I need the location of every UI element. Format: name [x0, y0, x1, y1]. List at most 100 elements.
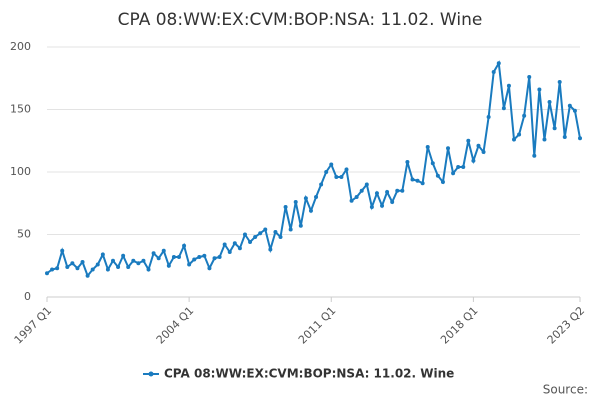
data-point — [349, 198, 354, 203]
data-point — [537, 87, 542, 92]
data-point — [176, 255, 181, 259]
x-tick-label: 2018 Q1 — [438, 304, 481, 347]
legend-label: CPA 08:WW:EX:CVM:BOP:NSA: 11.02. Wine — [164, 367, 454, 381]
data-point — [420, 181, 425, 186]
chart-title: CPA 08:WW:EX:CVM:BOP:NSA: 11.02. Wine — [118, 10, 483, 30]
data-point — [166, 263, 171, 268]
data-point — [80, 260, 85, 264]
data-point — [486, 115, 491, 119]
data-point — [446, 146, 451, 151]
data-point — [390, 200, 395, 204]
data-point — [110, 258, 115, 263]
data-point — [278, 235, 283, 239]
data-point — [476, 143, 481, 148]
data-point — [258, 231, 263, 236]
legend-marker — [148, 371, 154, 377]
data-point — [131, 258, 136, 263]
data-point — [182, 243, 187, 248]
data-point — [461, 165, 466, 169]
y-tick-label: 0 — [24, 290, 31, 303]
data-point — [253, 235, 258, 239]
data-point — [339, 175, 344, 179]
y-tick-label: 200 — [10, 40, 31, 53]
data-point — [329, 162, 334, 167]
data-point — [105, 267, 110, 272]
x-tick-label: 2011 Q1 — [296, 304, 339, 347]
data-point — [288, 227, 293, 232]
y-tick-label: 50 — [17, 228, 31, 241]
data-point — [141, 258, 146, 263]
data-point — [532, 153, 537, 158]
data-point — [197, 255, 202, 259]
data-point — [324, 170, 329, 174]
data-point — [562, 135, 567, 139]
data-point — [60, 248, 65, 253]
data-point — [334, 175, 339, 179]
data-point — [547, 100, 552, 104]
data-point — [512, 137, 517, 142]
data-point — [395, 188, 400, 193]
data-point — [435, 173, 440, 178]
data-point — [303, 196, 308, 201]
data-point — [298, 223, 303, 228]
source-label: Source: — [543, 383, 588, 397]
data-point — [248, 240, 253, 244]
data-point — [410, 177, 415, 182]
data-point — [156, 256, 161, 261]
data-point — [567, 103, 572, 108]
data-point — [146, 267, 151, 272]
data-point — [440, 180, 445, 184]
data-point — [359, 188, 364, 193]
data-point — [527, 75, 532, 79]
data-point — [55, 266, 60, 271]
series-line — [46, 60, 581, 278]
y-tick-label: 150 — [10, 103, 31, 116]
data-point — [319, 182, 324, 187]
data-point — [192, 257, 197, 262]
data-point — [354, 195, 359, 199]
x-tick-label: 2023 Q2 — [545, 304, 588, 347]
data-point — [212, 256, 217, 261]
data-point — [50, 267, 55, 272]
data-point — [496, 61, 501, 66]
data-point — [70, 261, 75, 266]
data-point — [273, 230, 278, 234]
data-point — [85, 273, 90, 278]
data-point — [232, 241, 237, 246]
data-point — [471, 158, 476, 163]
data-point — [242, 232, 247, 237]
data-point — [572, 108, 577, 113]
data-point — [369, 205, 374, 209]
data-point — [293, 200, 298, 204]
data-point — [517, 132, 522, 137]
data-point — [202, 253, 207, 258]
data-point — [136, 261, 141, 266]
data-point — [161, 248, 166, 253]
data-point — [268, 247, 273, 252]
data-point — [451, 171, 456, 176]
data-point — [207, 266, 212, 271]
data-point — [237, 246, 242, 251]
data-point — [187, 262, 192, 267]
data-point — [171, 255, 176, 259]
data-point — [45, 271, 49, 276]
data-point — [501, 106, 506, 111]
data-point — [308, 208, 313, 213]
data-point — [95, 262, 100, 267]
data-point — [217, 255, 222, 259]
data-point — [100, 252, 105, 257]
data-point — [522, 113, 527, 118]
data-point — [314, 195, 319, 199]
data-point — [415, 178, 420, 183]
data-point — [456, 165, 461, 169]
data-point — [222, 242, 227, 247]
data-point — [126, 265, 131, 269]
x-tick-label: 2004 Q1 — [154, 304, 197, 347]
data-point — [405, 160, 410, 164]
data-point — [374, 191, 379, 196]
data-point — [557, 80, 562, 84]
data-point — [75, 266, 80, 271]
data-point — [430, 161, 435, 166]
data-point — [90, 267, 95, 272]
